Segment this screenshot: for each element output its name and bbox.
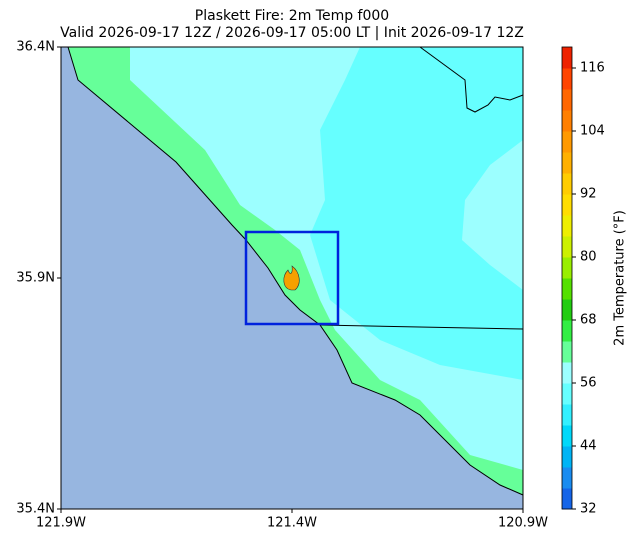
colorbar-tick-label: 92	[580, 187, 597, 202]
y-tick-label: 36.4N	[16, 40, 55, 55]
y-tick-label: 35.4N	[16, 502, 55, 517]
colorbar-segment	[562, 194, 572, 216]
colorbar-segment	[562, 362, 572, 384]
map-field	[60, 46, 524, 510]
colorbar-segment	[562, 425, 572, 447]
colorbar-tick-label: 116	[580, 61, 605, 76]
colorbar-label: 2m Temperature (°F)	[613, 210, 628, 346]
colorbar-tick-label: 104	[580, 124, 605, 139]
field-light-cyan	[462, 140, 523, 290]
colorbar-segment	[562, 257, 572, 279]
county-border	[319, 324, 524, 330]
fire-box	[244, 230, 340, 326]
coastline	[67, 46, 524, 496]
colorbar-tick-label: 56	[580, 376, 597, 391]
colorbar-segment	[562, 68, 572, 90]
x-tick-label: 120.9W	[498, 516, 548, 531]
colorbar-segment	[562, 404, 572, 426]
county-border	[419, 46, 524, 113]
colorbar-segment	[562, 278, 572, 300]
map-title: Plaskett Fire: 2m Temp f000	[195, 8, 389, 24]
colorbar-segment	[562, 47, 572, 69]
colorbar-segment	[562, 236, 572, 258]
colorbar-segment	[562, 110, 572, 132]
colorbar-segment	[562, 467, 572, 489]
y-tick-label: 35.9N	[16, 271, 55, 286]
colorbar-tick-label: 80	[580, 250, 597, 265]
colorbar-segment	[562, 383, 572, 405]
colorbar-tick-label: 32	[580, 502, 597, 517]
colorbar-segment	[562, 341, 572, 363]
colorbar-segment	[562, 446, 572, 468]
colorbar-segment	[562, 215, 572, 237]
fire-icon	[283, 265, 300, 291]
colorbar-segment	[562, 173, 572, 195]
colorbar-segment	[562, 488, 572, 510]
colorbar-frame	[561, 46, 573, 510]
colorbar-segment	[562, 131, 572, 153]
colorbar-tick-label: 44	[580, 439, 597, 454]
colorbar-segment	[562, 89, 572, 111]
colorbar-segment	[562, 152, 572, 174]
x-tick-label: 121.9W	[36, 516, 86, 531]
colorbar-tick-label: 68	[580, 313, 597, 328]
ocean	[61, 47, 523, 509]
colorbar-segment	[562, 320, 572, 342]
x-tick-label: 121.4W	[267, 516, 317, 531]
colorbar-segment	[562, 299, 572, 321]
map-subtitle: Valid 2026-09-17 12Z / 2026-09-17 05:00 …	[60, 25, 524, 41]
